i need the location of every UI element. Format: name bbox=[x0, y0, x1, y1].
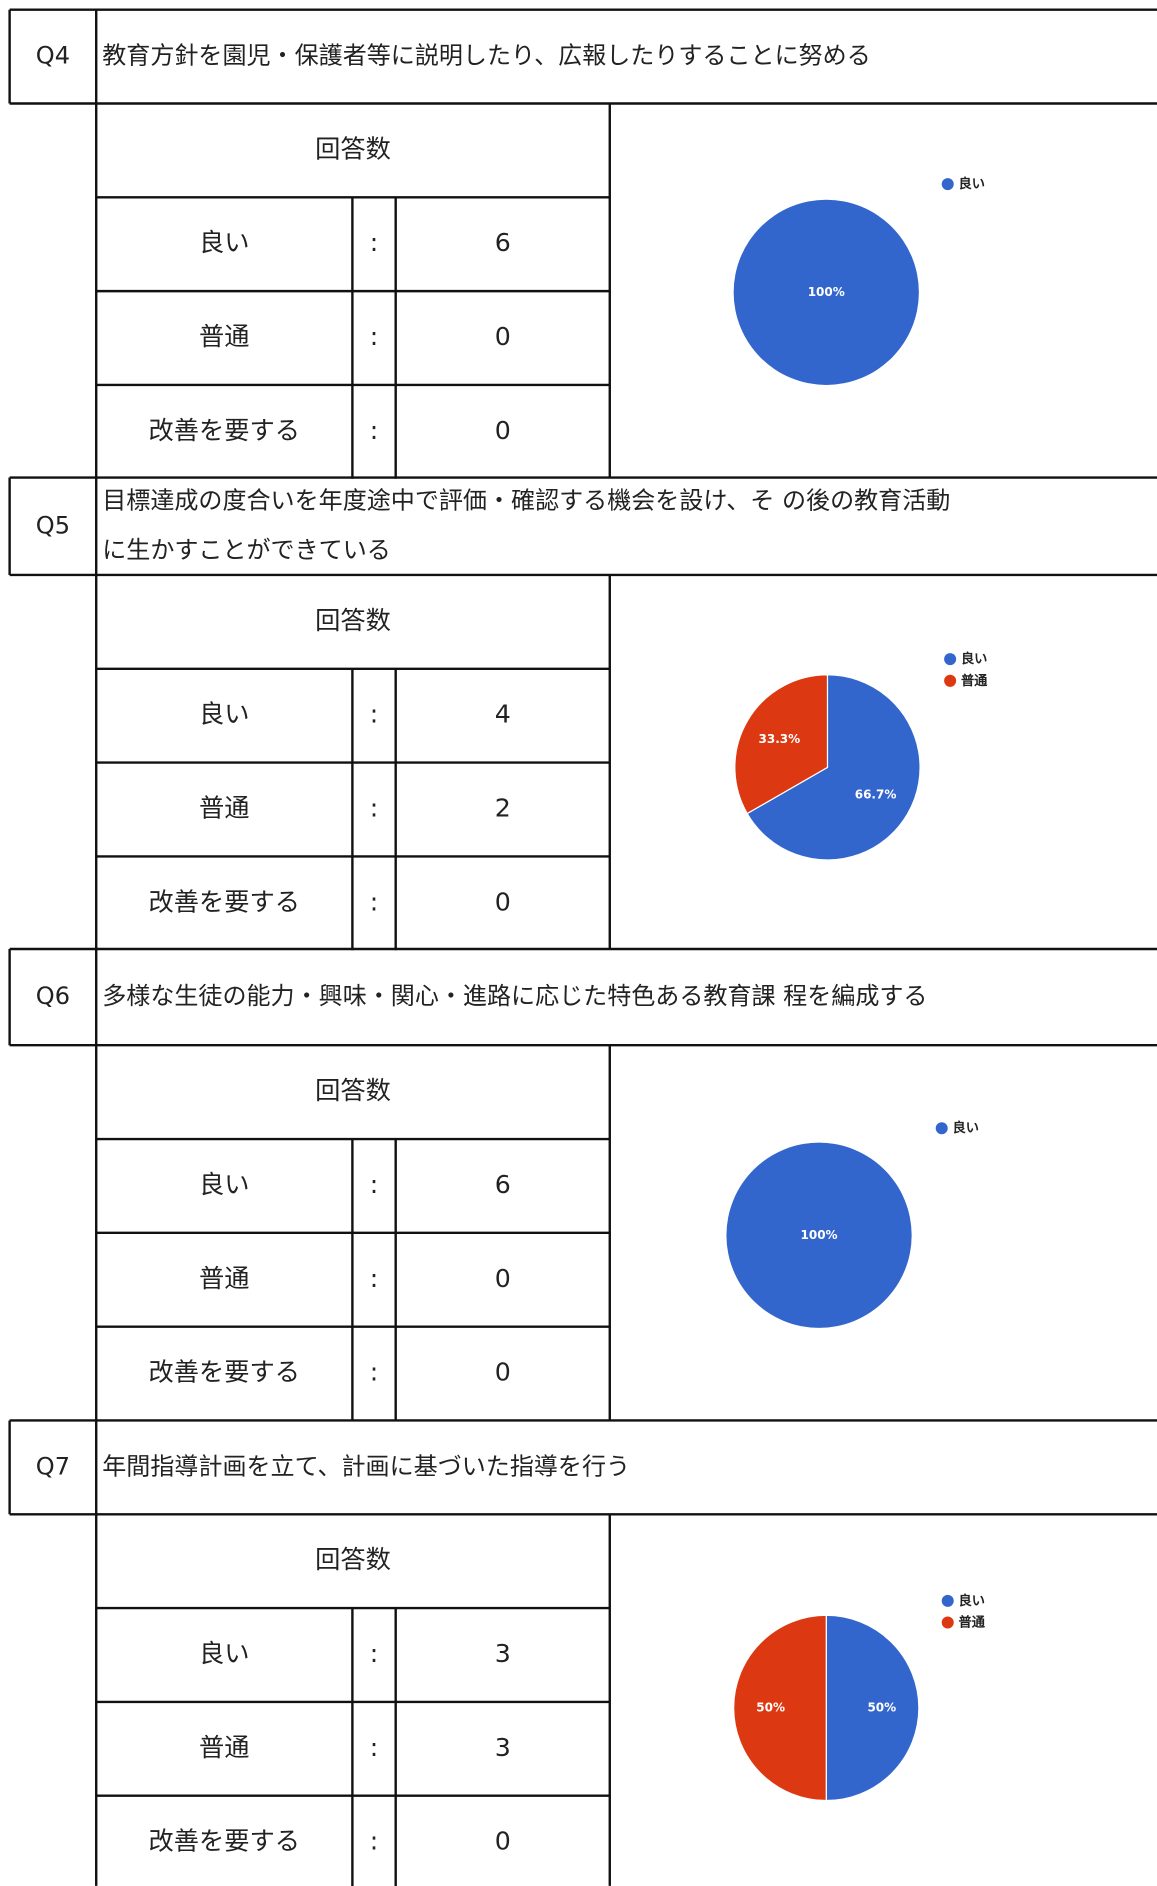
row-separator: : bbox=[370, 1170, 379, 1199]
legend-label: 良い bbox=[953, 1119, 979, 1136]
row-value: 6 bbox=[495, 1170, 511, 1199]
table-header: 回答数 bbox=[315, 606, 391, 635]
table-header: 回答数 bbox=[315, 1545, 391, 1574]
question-id: Q4 bbox=[36, 42, 70, 70]
row-separator: : bbox=[370, 1733, 379, 1762]
row-value: 0 bbox=[495, 1264, 511, 1293]
row-label: 普通 bbox=[199, 1733, 250, 1762]
question-text: 教育方針を園児・保護者等に説明したり、広報したりすることに努める bbox=[102, 42, 871, 70]
row-value: 0 bbox=[495, 322, 511, 351]
question-id: Q5 bbox=[36, 511, 70, 539]
row-separator: : bbox=[370, 1827, 379, 1856]
question-text: 目標達成の度合いを年度途中で評価・確認する機会を設け、そ の後の教育活動 bbox=[102, 487, 950, 515]
row-separator: : bbox=[370, 794, 379, 823]
row-label: 良い bbox=[199, 1170, 250, 1199]
question-id: Q7 bbox=[36, 1452, 70, 1480]
row-value: 4 bbox=[495, 700, 511, 729]
legend-marker bbox=[941, 1616, 954, 1629]
legend-marker bbox=[941, 1594, 954, 1607]
legend-marker bbox=[941, 178, 954, 191]
slice-label: 100% bbox=[800, 1228, 837, 1242]
row-label: 改善を要する bbox=[149, 887, 300, 916]
slice-label: 66.7% bbox=[855, 788, 897, 802]
table-header: 回答数 bbox=[315, 1076, 391, 1105]
question-text: 年間指導計画を立て、計画に基づいた指導を行う bbox=[102, 1452, 630, 1480]
row-label: 普通 bbox=[199, 1264, 250, 1293]
legend-label: 良い bbox=[961, 650, 987, 667]
slice-label: 50% bbox=[756, 1700, 785, 1714]
legend-label: 普通 bbox=[961, 672, 988, 689]
legend-label: 普通 bbox=[959, 1614, 986, 1631]
row-label: 改善を要する bbox=[149, 416, 300, 445]
slice-label: 50% bbox=[867, 1700, 896, 1714]
row-separator: : bbox=[370, 1358, 379, 1387]
pie-slice bbox=[733, 199, 919, 385]
row-separator: : bbox=[370, 1639, 379, 1668]
row-separator: : bbox=[370, 700, 379, 729]
table-header: 回答数 bbox=[315, 134, 391, 163]
legend-marker bbox=[935, 1122, 948, 1135]
row-value: 3 bbox=[495, 1733, 511, 1762]
row-label: 良い bbox=[199, 1639, 250, 1668]
row-separator: : bbox=[370, 1264, 379, 1293]
row-label: 良い bbox=[199, 228, 250, 257]
row-value: 0 bbox=[495, 416, 511, 445]
pie-slice bbox=[746, 674, 921, 861]
slice-label: 33.3% bbox=[759, 732, 801, 746]
row-label: 改善を要する bbox=[149, 1358, 300, 1387]
pie-slice bbox=[734, 674, 829, 815]
question-text: に生かすことができている bbox=[102, 536, 391, 564]
row-separator: : bbox=[370, 887, 379, 916]
row-label: 改善を要する bbox=[149, 1827, 300, 1856]
row-separator: : bbox=[370, 322, 379, 351]
row-separator: : bbox=[370, 228, 379, 257]
pie-slice bbox=[726, 1142, 912, 1328]
legend-marker bbox=[944, 653, 957, 666]
row-value: 0 bbox=[495, 887, 511, 916]
row-value: 6 bbox=[495, 228, 511, 257]
row-separator: : bbox=[370, 416, 379, 445]
legend-marker bbox=[944, 674, 957, 687]
row-value: 3 bbox=[495, 1639, 511, 1668]
legend-label: 良い bbox=[959, 175, 985, 192]
slice-label: 100% bbox=[808, 285, 845, 299]
row-value: 2 bbox=[495, 794, 511, 823]
pie-slice bbox=[825, 1614, 920, 1802]
question-text: 多様な生徒の能力・興味・関心・進路に応じた特色ある教育課 程を編成する bbox=[102, 982, 927, 1010]
row-label: 普通 bbox=[199, 794, 250, 823]
row-label: 良い bbox=[199, 700, 250, 729]
row-value: 0 bbox=[495, 1358, 511, 1387]
question-id: Q6 bbox=[36, 982, 70, 1010]
row-label: 普通 bbox=[199, 322, 250, 351]
row-value: 0 bbox=[495, 1827, 511, 1856]
legend-label: 良い bbox=[959, 1592, 985, 1609]
pie-slice bbox=[733, 1614, 827, 1802]
